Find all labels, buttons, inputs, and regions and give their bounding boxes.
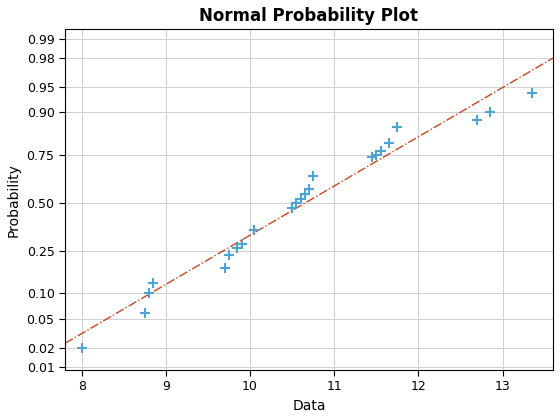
X-axis label: Data: Data xyxy=(292,399,326,413)
Title: Normal Probability Plot: Normal Probability Plot xyxy=(199,7,418,25)
Y-axis label: Probability: Probability xyxy=(7,163,21,236)
